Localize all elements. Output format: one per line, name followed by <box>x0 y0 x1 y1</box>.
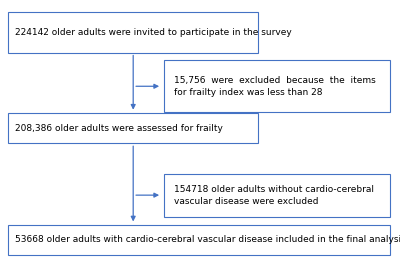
Text: 53668 older adults with cardio-cerebral vascular disease included in the final a: 53668 older adults with cardio-cerebral … <box>15 235 400 245</box>
FancyBboxPatch shape <box>164 60 390 112</box>
FancyBboxPatch shape <box>8 225 390 255</box>
Text: vascular disease were excluded: vascular disease were excluded <box>174 197 318 206</box>
Text: 208,386 older adults were assessed for frailty: 208,386 older adults were assessed for f… <box>15 124 223 133</box>
Text: 224142 older adults were invited to participate in the survey: 224142 older adults were invited to part… <box>15 28 292 37</box>
Text: 15,756  were  excluded  because  the  items: 15,756 were excluded because the items <box>174 76 376 85</box>
FancyBboxPatch shape <box>8 113 258 143</box>
FancyBboxPatch shape <box>164 174 390 217</box>
Text: for frailty index was less than 28: for frailty index was less than 28 <box>174 88 322 97</box>
FancyBboxPatch shape <box>8 12 258 53</box>
Text: 154718 older adults without cardio-cerebral: 154718 older adults without cardio-cereb… <box>174 185 374 194</box>
